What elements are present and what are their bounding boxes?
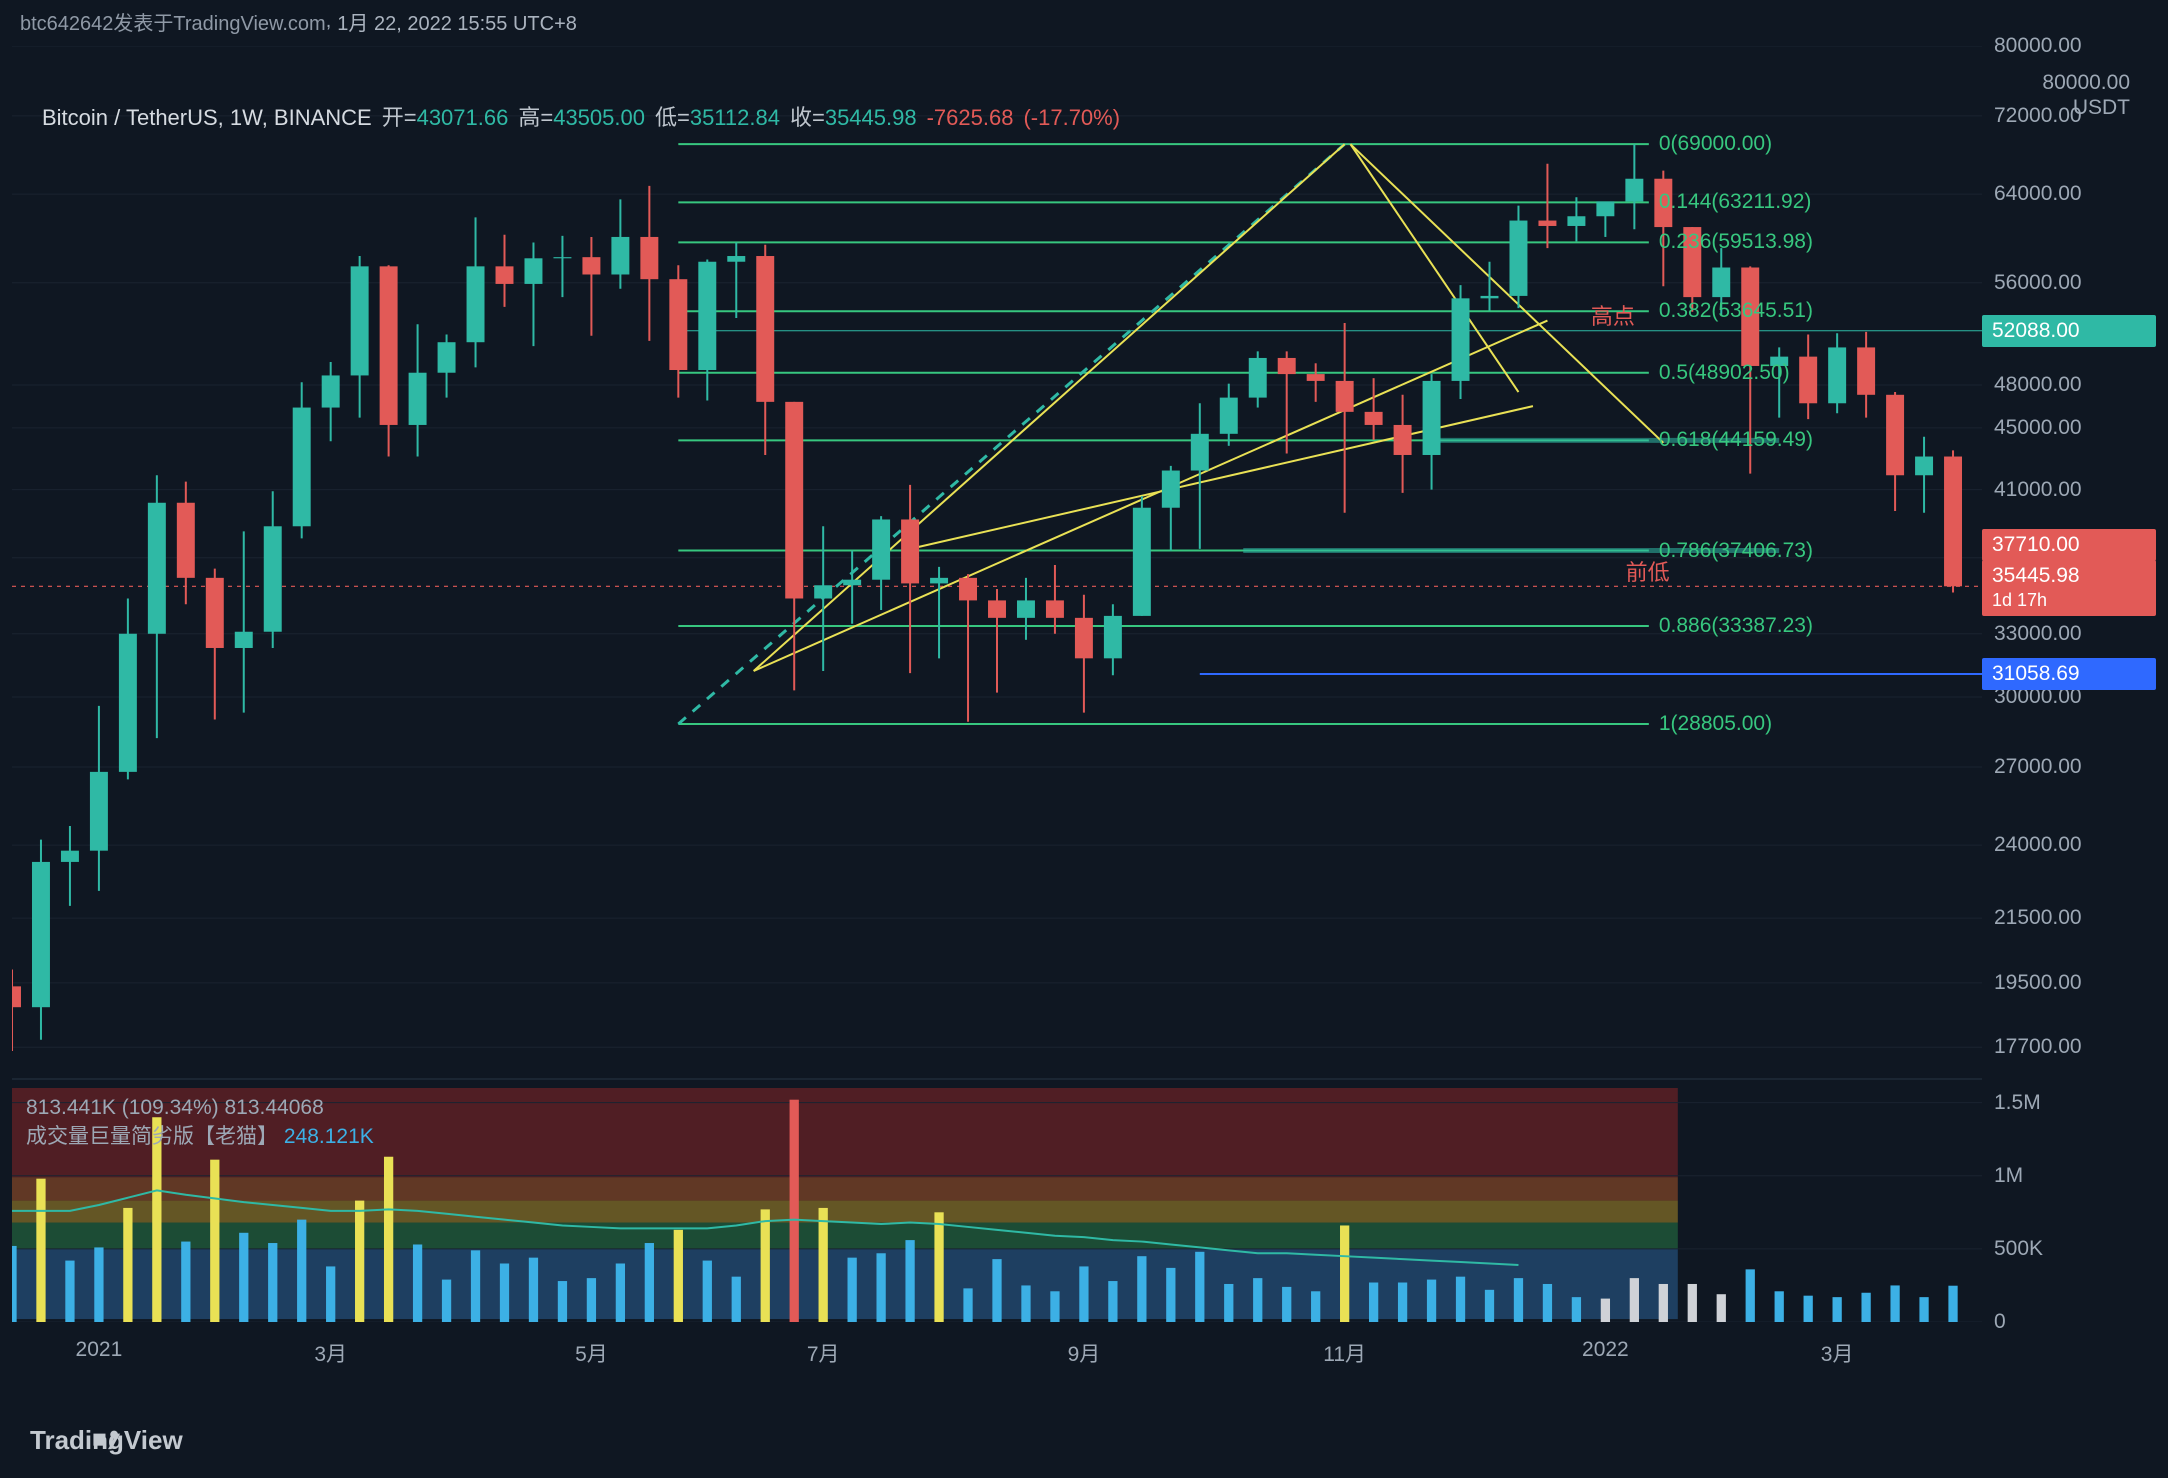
volume-tick: 1M bbox=[1994, 1164, 2023, 1188]
price-tag: 31058.69 bbox=[1982, 658, 2156, 690]
price-tick: 17700.00 bbox=[1994, 1035, 2082, 1059]
time-tick: 5月 bbox=[575, 1338, 608, 1368]
fib-label: 0(69000.00) bbox=[1659, 132, 1772, 156]
time-tick: 3月 bbox=[314, 1338, 347, 1368]
price-pane[interactable]: 0(69000.00) 0.144(63211.92) 0.236(59513.98… bbox=[12, 46, 1982, 1074]
fib-label: 1(28805.00) bbox=[1659, 712, 1772, 736]
price-tick: 80000.00 bbox=[1994, 34, 2082, 58]
time-tick: 11月 bbox=[1323, 1338, 1366, 1368]
price-y-axis[interactable]: 80000.0072000.0064000.0056000.0048000.00… bbox=[1982, 46, 2156, 1074]
ohlc-legend: Bitcoin / TetherUS, 1W, BINANCE 开=43071.… bbox=[42, 100, 1120, 132]
volume-legend: 813.441K (109.34%) 813.44068 成交量巨量简劣版【老猫… bbox=[26, 1096, 374, 1150]
time-tick: 7月 bbox=[807, 1338, 840, 1368]
annotation-text: 前低 bbox=[1626, 555, 1670, 587]
price-tick: 72000.00 bbox=[1994, 104, 2082, 128]
time-x-axis[interactable]: 2021 3月 5月 7月 9月 11月 2022 3月 bbox=[12, 1322, 1982, 1386]
price-tag: 35445.981d 17h bbox=[1982, 560, 2156, 616]
price-tag: 52088.00 bbox=[1982, 315, 2156, 347]
fib-label: 0.618(44159.49) bbox=[1659, 428, 1813, 452]
price-tick: 64000.00 bbox=[1994, 182, 2082, 206]
tv-icon bbox=[30, 1425, 183, 1456]
price-tick: 45000.00 bbox=[1994, 416, 2082, 440]
publish-date: 1月 22, 2022 15:55 UTC+8 bbox=[337, 7, 577, 36]
fib-label: 0.786(37406.73) bbox=[1659, 539, 1813, 563]
volume-pane[interactable]: 813.441K (109.34%) 813.44068 成交量巨量简劣版【老猫… bbox=[12, 1088, 1982, 1322]
symbol-text: Bitcoin / TetherUS, 1W, BINANCE bbox=[42, 105, 372, 131]
publisher-text: btc642642发表于TradingView.com bbox=[20, 7, 326, 36]
time-tick: 3月 bbox=[1821, 1338, 1854, 1368]
price-tick: 33000.00 bbox=[1994, 622, 2082, 646]
volume-tick: 500K bbox=[1994, 1237, 2043, 1261]
price-tick: 27000.00 bbox=[1994, 755, 2082, 779]
fib-label: 0.886(33387.23) bbox=[1659, 614, 1813, 638]
price-tick: 56000.00 bbox=[1994, 271, 2082, 295]
fib-label: 0.5(48902.50) bbox=[1659, 361, 1790, 385]
fib-label: 0.236(59513.98) bbox=[1659, 230, 1813, 254]
price-tick: 21500.00 bbox=[1994, 906, 2082, 930]
price-tick: 24000.00 bbox=[1994, 833, 2082, 857]
tradingview-logo: TradingView bbox=[30, 1425, 183, 1456]
price-tick: 48000.00 bbox=[1994, 373, 2082, 397]
volume-tick: 1.5M bbox=[1994, 1091, 2041, 1115]
time-tick: 2022 bbox=[1582, 1338, 1629, 1362]
volume-y-axis[interactable]: 1.5M1M500K0 bbox=[1982, 1088, 2156, 1322]
time-tick: 2021 bbox=[76, 1338, 123, 1362]
time-tick: 9月 bbox=[1068, 1338, 1101, 1368]
volume-tick: 0 bbox=[1994, 1310, 2006, 1334]
fib-label: 0.382(53645.51) bbox=[1659, 299, 1813, 323]
price-tick: 41000.00 bbox=[1994, 478, 2082, 502]
annotation-text: 高点 bbox=[1591, 299, 1635, 331]
chart-root[interactable]: Bitcoin / TetherUS, 1W, BINANCE 开=43071.… bbox=[12, 46, 2156, 1408]
pane-divider[interactable] bbox=[12, 1078, 1982, 1080]
price-tag: 37710.00 bbox=[1982, 529, 2156, 561]
fib-label: 0.144(63211.92) bbox=[1659, 190, 1812, 214]
price-tick: 19500.00 bbox=[1994, 971, 2082, 995]
publish-bar: btc642642发表于TradingView.com , 1月 22, 202… bbox=[0, 0, 2168, 42]
